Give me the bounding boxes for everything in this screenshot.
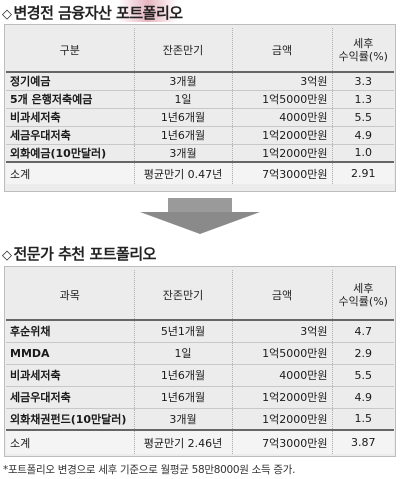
total-cell-yield: 2.91 [332,161,394,184]
cell-maturity: 1년6개월 [134,108,233,127]
cell-maturity: 3개월 [134,144,233,163]
total-row: 소계 평균만기 0.47년 7억3000만원 2.91 [6,161,394,184]
cell-maturity: 1일 [134,90,233,109]
total-cell-amount: 7억3000만원 [232,429,333,454]
cell-category: 외화예금(10만달러) [6,144,135,163]
after-section-title: ◇ 전문가 추천 포트폴리오 [2,245,156,263]
cell-maturity: 1년6개월 [134,126,233,145]
cell-yield: 5.5 [332,108,394,127]
cell-category: 외화채권펀드(10만달러) [6,408,135,431]
table-row: 비과세저축 1년6개월 4000만원 5.5 [6,108,394,127]
cell-yield: 1.3 [332,90,394,109]
cell-yield: 2.9 [332,342,394,365]
total-cell-yield: 3.87 [332,429,394,454]
diamond-marker-icon: ◇ [2,248,12,263]
cell-yield: 3.3 [332,72,394,91]
cell-category: 세금우대저축 [6,126,135,145]
cell-maturity: 1년6개월 [134,364,233,387]
table-row: 외화예금(10만달러) 3개월 1억2000만원 1.0 [6,144,394,163]
cell-yield: 1.5 [332,408,394,431]
after-portfolio-table: 과목 잔존만기 금액 세후 수익률(%) 후순위채 5년1개월 3억원 4.7 MMDA 1… [6,270,394,454]
cell-amount: 3억원 [232,320,333,343]
cell-category: 후순위채 [6,320,135,343]
total-cell-category: 소계 [6,429,135,454]
table-row: 정기예금 3개월 3억원 3.3 [6,72,394,91]
cell-category: 5개 은행저축예금 [6,90,135,109]
cell-amount: 3억원 [232,72,333,91]
cell-category: 세금우대저축 [6,386,135,409]
col-header-amount: 금액 [232,270,333,321]
down-arrow-icon [140,198,260,234]
col-header-category: 구분 [6,28,135,73]
cell-amount: 4000만원 [232,108,333,127]
col-header-amount: 금액 [232,28,333,73]
cell-category: 비과세저축 [6,364,135,387]
cell-maturity: 3개월 [134,72,233,91]
cell-yield: 1.0 [332,144,394,163]
col-header-yield: 세후 수익률(%) [332,28,394,73]
cell-yield: 5.5 [332,364,394,387]
cell-yield: 4.9 [332,126,394,145]
table-row: 비과세저축 1년6개월 4000만원 5.5 [6,364,394,387]
footnote: *포트폴리오 변경으로 세후 기준으로 월평균 58만8000원 소득 증가. [3,464,296,476]
col-header-yield: 세후 수익률(%) [332,270,394,321]
cell-maturity: 1년6개월 [134,386,233,409]
col-header-category: 과목 [6,270,135,321]
diamond-marker-icon: ◇ [2,7,12,22]
cell-amount: 1억2000만원 [232,408,333,431]
cell-maturity: 1일 [134,342,233,365]
col-header-maturity: 잔존만기 [134,28,233,73]
cell-amount: 1억5000만원 [232,342,333,365]
table-row: 5개 은행저축예금 1일 1억5000만원 1.3 [6,90,394,109]
total-cell-maturity: 평균만기 0.47년 [134,161,233,184]
cell-yield: 4.9 [332,386,394,409]
cell-amount: 1억5000만원 [232,90,333,109]
cell-amount: 1억2000만원 [232,386,333,409]
cell-category: 비과세저축 [6,108,135,127]
cell-yield: 4.7 [332,320,394,343]
total-cell-maturity: 평균만기 2.46년 [134,429,233,454]
cell-maturity: 5년1개월 [134,320,233,343]
table-row: 세금우대저축 1년6개월 1억2000만원 4.9 [6,386,394,409]
cell-amount: 1억2000만원 [232,126,333,145]
table-header-row: 과목 잔존만기 금액 세후 수익률(%) [6,270,394,321]
table-row: MMDA 1일 1억5000만원 2.9 [6,342,394,365]
total-row: 소계 평균만기 2.46년 7억3000만원 3.87 [6,429,394,454]
total-cell-category: 소계 [6,161,135,184]
title-accent-highlight [118,0,178,22]
total-cell-amount: 7억3000만원 [232,161,333,184]
cell-amount: 1억2000만원 [232,144,333,163]
table-header-row: 구분 잔존만기 금액 세후 수익률(%) [6,28,394,73]
before-section-title: ◇ 변경전 금융자산 포트폴리오 [2,4,183,22]
cell-category: 정기예금 [6,72,135,91]
cell-category: MMDA [6,342,135,365]
table-row: 세금우대저축 1년6개월 1억2000만원 4.9 [6,126,394,145]
table-row: 후순위채 5년1개월 3억원 4.7 [6,320,394,343]
table-row: 외화채권펀드(10만달러) 3개월 1억2000만원 1.5 [6,408,394,431]
col-header-maturity: 잔존만기 [134,270,233,321]
cell-amount: 4000만원 [232,364,333,387]
before-portfolio-table: 구분 잔존만기 금액 세후 수익률(%) 정기예금 3개월 3억원 3.3 5개 은행저축… [6,28,394,184]
cell-maturity: 3개월 [134,408,233,431]
